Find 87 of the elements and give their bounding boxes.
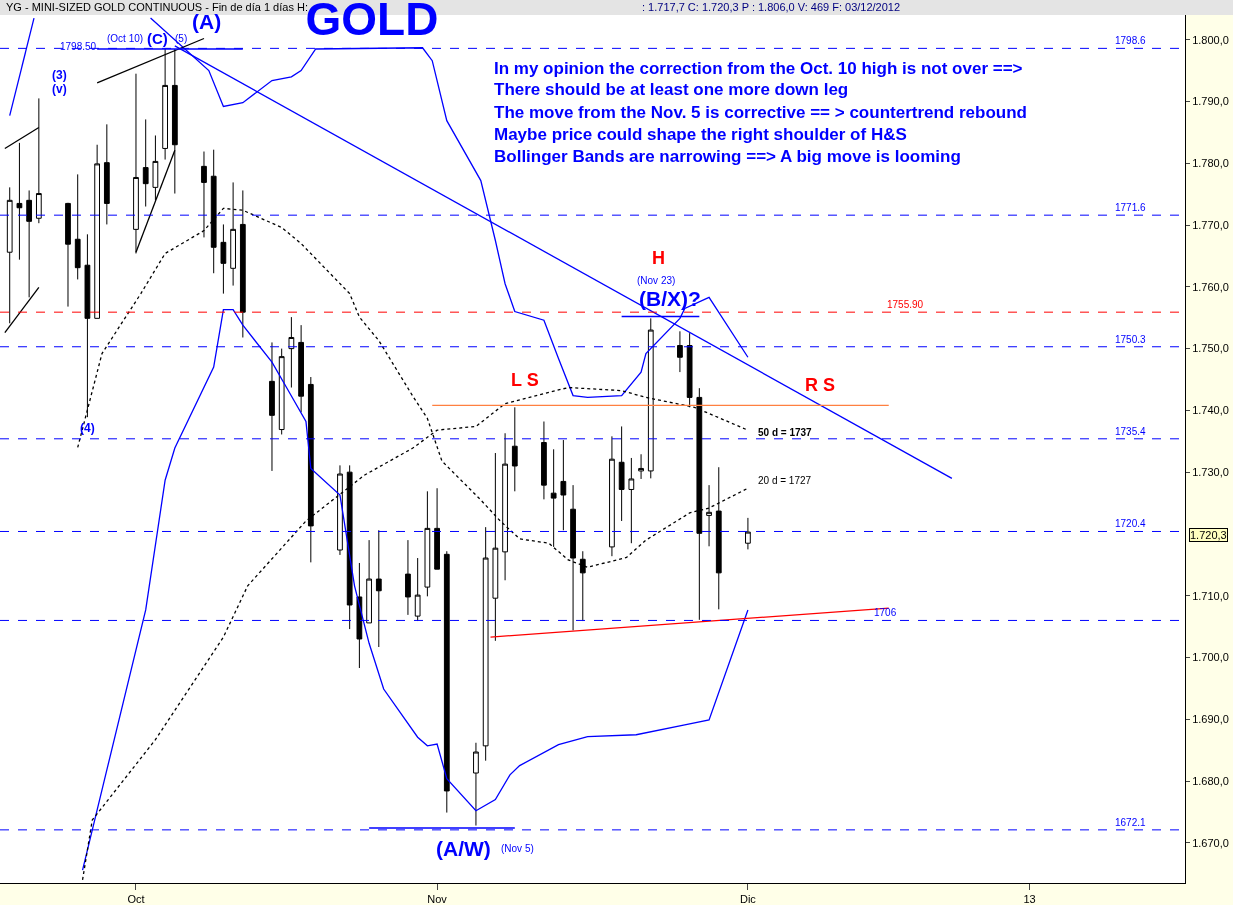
y-tick-label: 1.780,0: [1192, 157, 1229, 170]
ref-line-label: 1672.1: [1115, 817, 1147, 828]
y-tick-label: 1.790,0: [1192, 95, 1229, 108]
candlestick: [414, 557, 421, 622]
ref-line-label: 1735.4: [1115, 426, 1147, 437]
y-tick-label: 1.680,0: [1192, 774, 1229, 787]
candlestick: [482, 526, 489, 762]
annotation: 50 d = 1737: [758, 427, 813, 438]
candlestick: [298, 324, 304, 413]
candlestick: [706, 484, 712, 547]
annotation: (A/W): [436, 837, 491, 860]
annotation: (C): [147, 30, 168, 47]
candlestick: [638, 453, 644, 480]
ref-line-label: 1755.90: [887, 299, 924, 310]
annotation: R S: [805, 375, 836, 395]
candlestick: [511, 406, 518, 492]
ref-line-label: 1706: [874, 607, 897, 618]
annotation: (4): [80, 421, 95, 435]
annotation: (5): [175, 33, 188, 44]
candlestick: [745, 517, 751, 550]
ref-line-label: 1798.6: [1115, 35, 1147, 46]
text: 1.720,3: [1190, 529, 1227, 541]
candlestick: [356, 562, 363, 669]
candlestick: [288, 316, 295, 389]
y-tick-label: 1.690,0: [1192, 713, 1229, 726]
candlestick: [424, 490, 431, 597]
candlestick: [269, 341, 275, 472]
y-tick-label: 1.670,0: [1192, 836, 1229, 849]
candlestick: [346, 464, 353, 630]
candlestick: [443, 550, 450, 814]
x-tick-label: Dic: [739, 893, 757, 905]
candlestick: [94, 144, 101, 319]
annotation: Maybe price could shape the right shoulder of H&S: [494, 125, 907, 144]
y-tick-label: 1.770,0: [1192, 218, 1229, 231]
annotation: 1798.50: [60, 41, 97, 52]
ref-line-label: 1750.3: [1115, 334, 1147, 345]
candlestick: [65, 202, 71, 308]
annotation: L S: [511, 370, 539, 390]
text: : 1.717,7 C: 1.720,3 P : 1.806,0 V: 469 F: 03/12/2012: [642, 1, 901, 13]
candlestick: [677, 330, 683, 373]
candlestick: [337, 464, 343, 556]
annotation: The move from the Nov. 5 is corrective == > countertrend rebound: [494, 103, 1027, 122]
y-tick-label: 1.700,0: [1192, 651, 1229, 664]
annotation: 20 d = 1727: [758, 475, 812, 486]
candlestick: [560, 439, 567, 531]
ref-line-label: 1771.6: [1115, 202, 1147, 213]
y-tick-label: 1.760,0: [1192, 280, 1229, 293]
candlestick: [473, 742, 479, 827]
annotation: Bollinger Bands are narrowing ==> A big move is looming: [494, 147, 961, 166]
y-tick-label: 1.800,0: [1192, 33, 1229, 46]
chart-subtitle: YG - MINI-SIZED GOLD CONTINUOUS - Fin de día 1 días H:: [6, 1, 308, 13]
chart-title: GOLD: [305, 0, 439, 46]
candlestick: [103, 123, 110, 225]
candlestick: [628, 457, 635, 544]
annotation: (B/X)?: [639, 287, 701, 310]
candlestick: [220, 223, 227, 295]
candlestick: [366, 539, 372, 624]
candlestick: [609, 435, 615, 557]
candlestick: [405, 539, 411, 616]
y-tick-label: 1.730,0: [1192, 466, 1229, 479]
annotation: (3): [52, 68, 67, 82]
annotation: (A): [192, 10, 222, 33]
candlestick: [375, 529, 382, 648]
annotation: H: [652, 248, 665, 268]
annotation: There should be at least one more down leg: [494, 80, 849, 99]
annotation: (Nov 5): [501, 843, 534, 854]
candlestick: [618, 425, 625, 522]
annotation: (Oct 10): [107, 33, 144, 44]
x-tick-label: Nov: [427, 893, 448, 905]
y-tick-label: 1.710,0: [1192, 589, 1229, 602]
annotation: (Nov 23): [637, 275, 676, 286]
candlestick: [142, 118, 149, 208]
y-tick-label: 1.750,0: [1192, 342, 1229, 355]
candlestick: [6, 186, 13, 324]
candlestick: [84, 233, 91, 418]
candlestick: [550, 448, 557, 548]
candlestick: [541, 421, 547, 500]
ref-line-label: 1720.4: [1115, 518, 1147, 529]
candlestick: [74, 173, 81, 280]
annotation: In my opinion the correction from the Oct. 10 high is not over ==>: [494, 59, 1023, 78]
y-tick-label: 1.740,0: [1192, 404, 1229, 417]
x-tick-label: Oct: [127, 893, 145, 905]
x-tick-label: 13: [1023, 893, 1036, 905]
candlestick: [278, 348, 285, 435]
candlestick: [434, 487, 440, 570]
candlestick: [16, 142, 23, 261]
annotation: (v): [52, 82, 67, 96]
